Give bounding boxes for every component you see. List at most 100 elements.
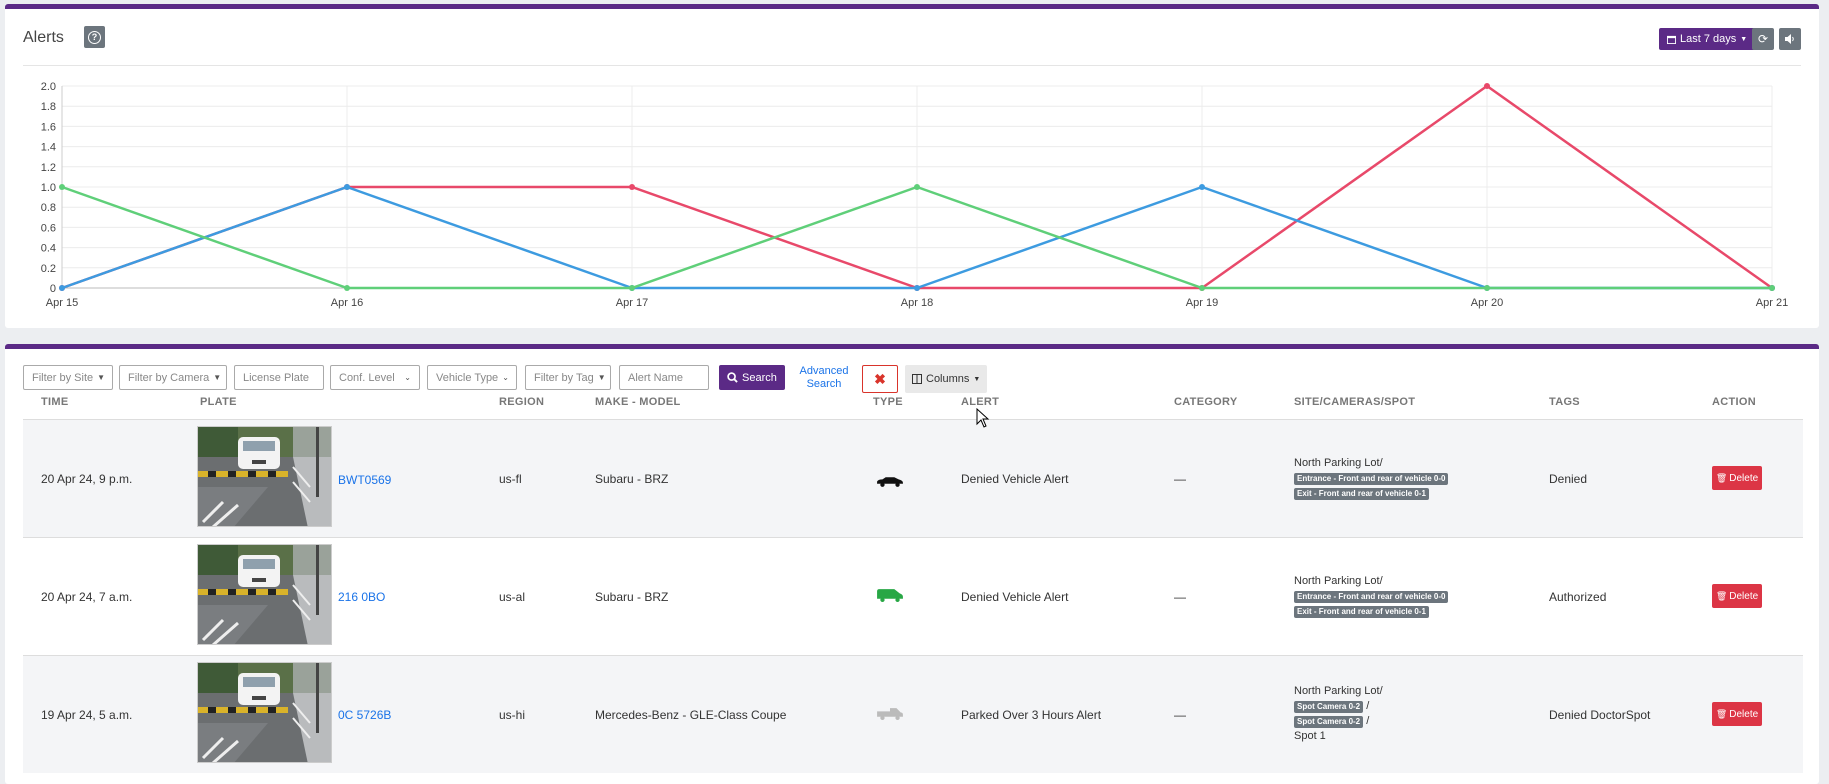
camera-badge: Entrance - Front and rear of vehicle 0-0 [1294,591,1449,603]
header-region[interactable]: REGION [499,396,545,408]
caret-down-icon: ▼ [597,373,606,382]
close-icon: ✖ [874,370,886,387]
alert-name-placeholder: Alert Name [628,371,684,384]
clear-filters-button[interactable]: ✖ [862,365,898,393]
x-tick-label: Apr 19 [1186,297,1218,309]
vehicle-type-placeholder: Vehicle Type [436,371,499,384]
data-point [59,285,65,291]
header-category[interactable]: CATEGORY [1174,396,1238,408]
plate-link[interactable]: BWT0569 [338,473,392,487]
data-point [1484,285,1490,291]
sound-button[interactable] [1779,28,1801,50]
y-tick-label: 1.0 [41,182,56,194]
alert-name-input[interactable]: Alert Name [619,365,709,390]
row-tags: Denied DoctorSpot [1549,708,1651,722]
advanced-search-link[interactable]: Advanced Search [794,365,854,391]
row-tags: Authorized [1549,590,1607,604]
columns-label: Columns [926,373,970,385]
camera-badge: Exit - Front and rear of vehicle 0-1 [1294,488,1429,500]
y-tick-label: 0 [50,283,56,295]
row-alert: Denied Vehicle Alert [961,472,1069,486]
advanced-search-line1: Advanced [799,365,849,377]
van-icon [876,588,904,605]
chevron-down-icon: ⌄ [404,373,411,382]
license-plate-input[interactable]: License Plate [234,365,324,390]
table-row: 20 Apr 24, 7 a.m. 216 0BO us-al Subaru -… [23,537,1803,655]
tag-filter-select[interactable]: Filter by Tag ▼ [525,365,611,390]
row-region: us-fl [499,472,522,486]
trash-icon: 🗑 [1715,590,1728,601]
row-site: North Parking Lot/ Entrance - Front and … [1294,574,1449,619]
alerts-chart-card: Alerts ? Last 7 days ▼ ⟳ 0 0.2 0.4 0.6 0.8 1.… [5,4,1819,328]
delete-button[interactable]: 🗑 Delete [1712,584,1762,608]
y-tick-label: 1.8 [41,101,56,113]
alerts-table-card: Filter by Site ▼ Filter by Camera ▼ Lice… [5,344,1819,784]
vehicle-type-select[interactable]: Vehicle Type ⌄ [427,365,517,390]
x-tick-label: Apr 16 [331,297,363,309]
x-tick-label: Apr 18 [901,297,933,309]
header-tags[interactable]: TAGS [1549,396,1580,408]
search-button[interactable]: Search [719,365,785,390]
camera-filter-select[interactable]: Filter by Camera ▼ [119,365,227,390]
vehicle-thumbnail[interactable] [197,662,332,763]
row-region: us-al [499,590,526,604]
camera-badge: Exit - Front and rear of vehicle 0-1 [1294,606,1429,618]
row-site: North Parking Lot/ Spot Camera 0-2 / Spo… [1294,684,1383,744]
row-make-model: Mercedes-Benz - GLE-Class Coupe [595,708,787,722]
plate-link[interactable]: 216 0BO [338,590,386,604]
chevron-down-icon: ⌄ [502,373,509,382]
question-icon: ? [88,30,101,44]
title-divider [23,65,1801,66]
vehicle-thumbnail[interactable] [197,544,332,645]
plate-link[interactable]: 0C 5726B [338,708,392,722]
camera-badge: Spot Camera 0-2 [1294,701,1364,713]
search-button-label: Search [742,371,777,384]
row-category: — [1174,590,1186,604]
caret-down-icon: ▼ [213,373,222,382]
search-icon [727,372,738,383]
car-icon [876,474,904,491]
data-point [344,184,350,190]
header-action[interactable]: ACTION [1712,396,1756,408]
site-filter-placeholder: Filter by Site [32,371,94,384]
row-region: us-hi [499,708,526,722]
site-name: North Parking Lot/ [1294,575,1383,587]
header-alert[interactable]: ALERT [961,396,1000,408]
row-site: North Parking Lot/ Entrance - Front and … [1294,456,1449,501]
camera-badge: Spot Camera 0-2 [1294,716,1364,728]
mouse-cursor-icon [976,408,990,428]
y-tick-label: 0.2 [41,263,56,275]
calendar-icon [1667,35,1676,44]
data-point [1769,285,1775,291]
spot-name: Spot 1 [1294,730,1326,742]
y-tick-label: 1.4 [41,142,56,154]
columns-icon [912,374,922,384]
help-button[interactable]: ? [84,26,105,48]
header-plate[interactable]: PLATE [200,396,237,408]
vehicle-thumbnail[interactable] [197,426,332,527]
site-filter-select[interactable]: Filter by Site ▼ [23,365,113,390]
delete-label: Delete [1729,590,1759,602]
row-alert: Denied Vehicle Alert [961,590,1069,604]
license-plate-placeholder: License Plate [243,371,310,384]
header-make-model[interactable]: MAKE - MODEL [595,396,681,408]
row-category: — [1174,708,1186,722]
data-point [1199,285,1205,291]
conf-level-placeholder: Conf. Level [339,371,395,384]
row-time: 20 Apr 24, 9 p.m. [41,472,133,486]
table-row: 19 Apr 24, 5 a.m. 0C 5726B us-hi Mercede… [23,655,1803,773]
chart-title: Alerts [23,29,64,46]
date-range-dropdown[interactable]: Last 7 days ▼ [1659,28,1756,50]
header-site[interactable]: SITE/CAMERAS/SPOT [1294,396,1416,408]
header-type[interactable]: TYPE [873,396,903,408]
delete-button[interactable]: 🗑 Delete [1712,466,1762,490]
refresh-button[interactable]: ⟳ [1752,28,1774,50]
data-point [914,285,920,291]
table-header: TIME PLATE REGION MAKE - MODEL TYPE ALER… [23,396,1801,416]
header-time[interactable]: TIME [41,396,69,408]
delete-button[interactable]: 🗑 Delete [1712,702,1762,726]
site-name: North Parking Lot/ [1294,457,1383,469]
conf-level-select[interactable]: Conf. Level ⌄ [330,365,420,390]
columns-dropdown[interactable]: Columns ▼ [905,365,988,393]
refresh-icon: ⟳ [1757,32,1769,46]
